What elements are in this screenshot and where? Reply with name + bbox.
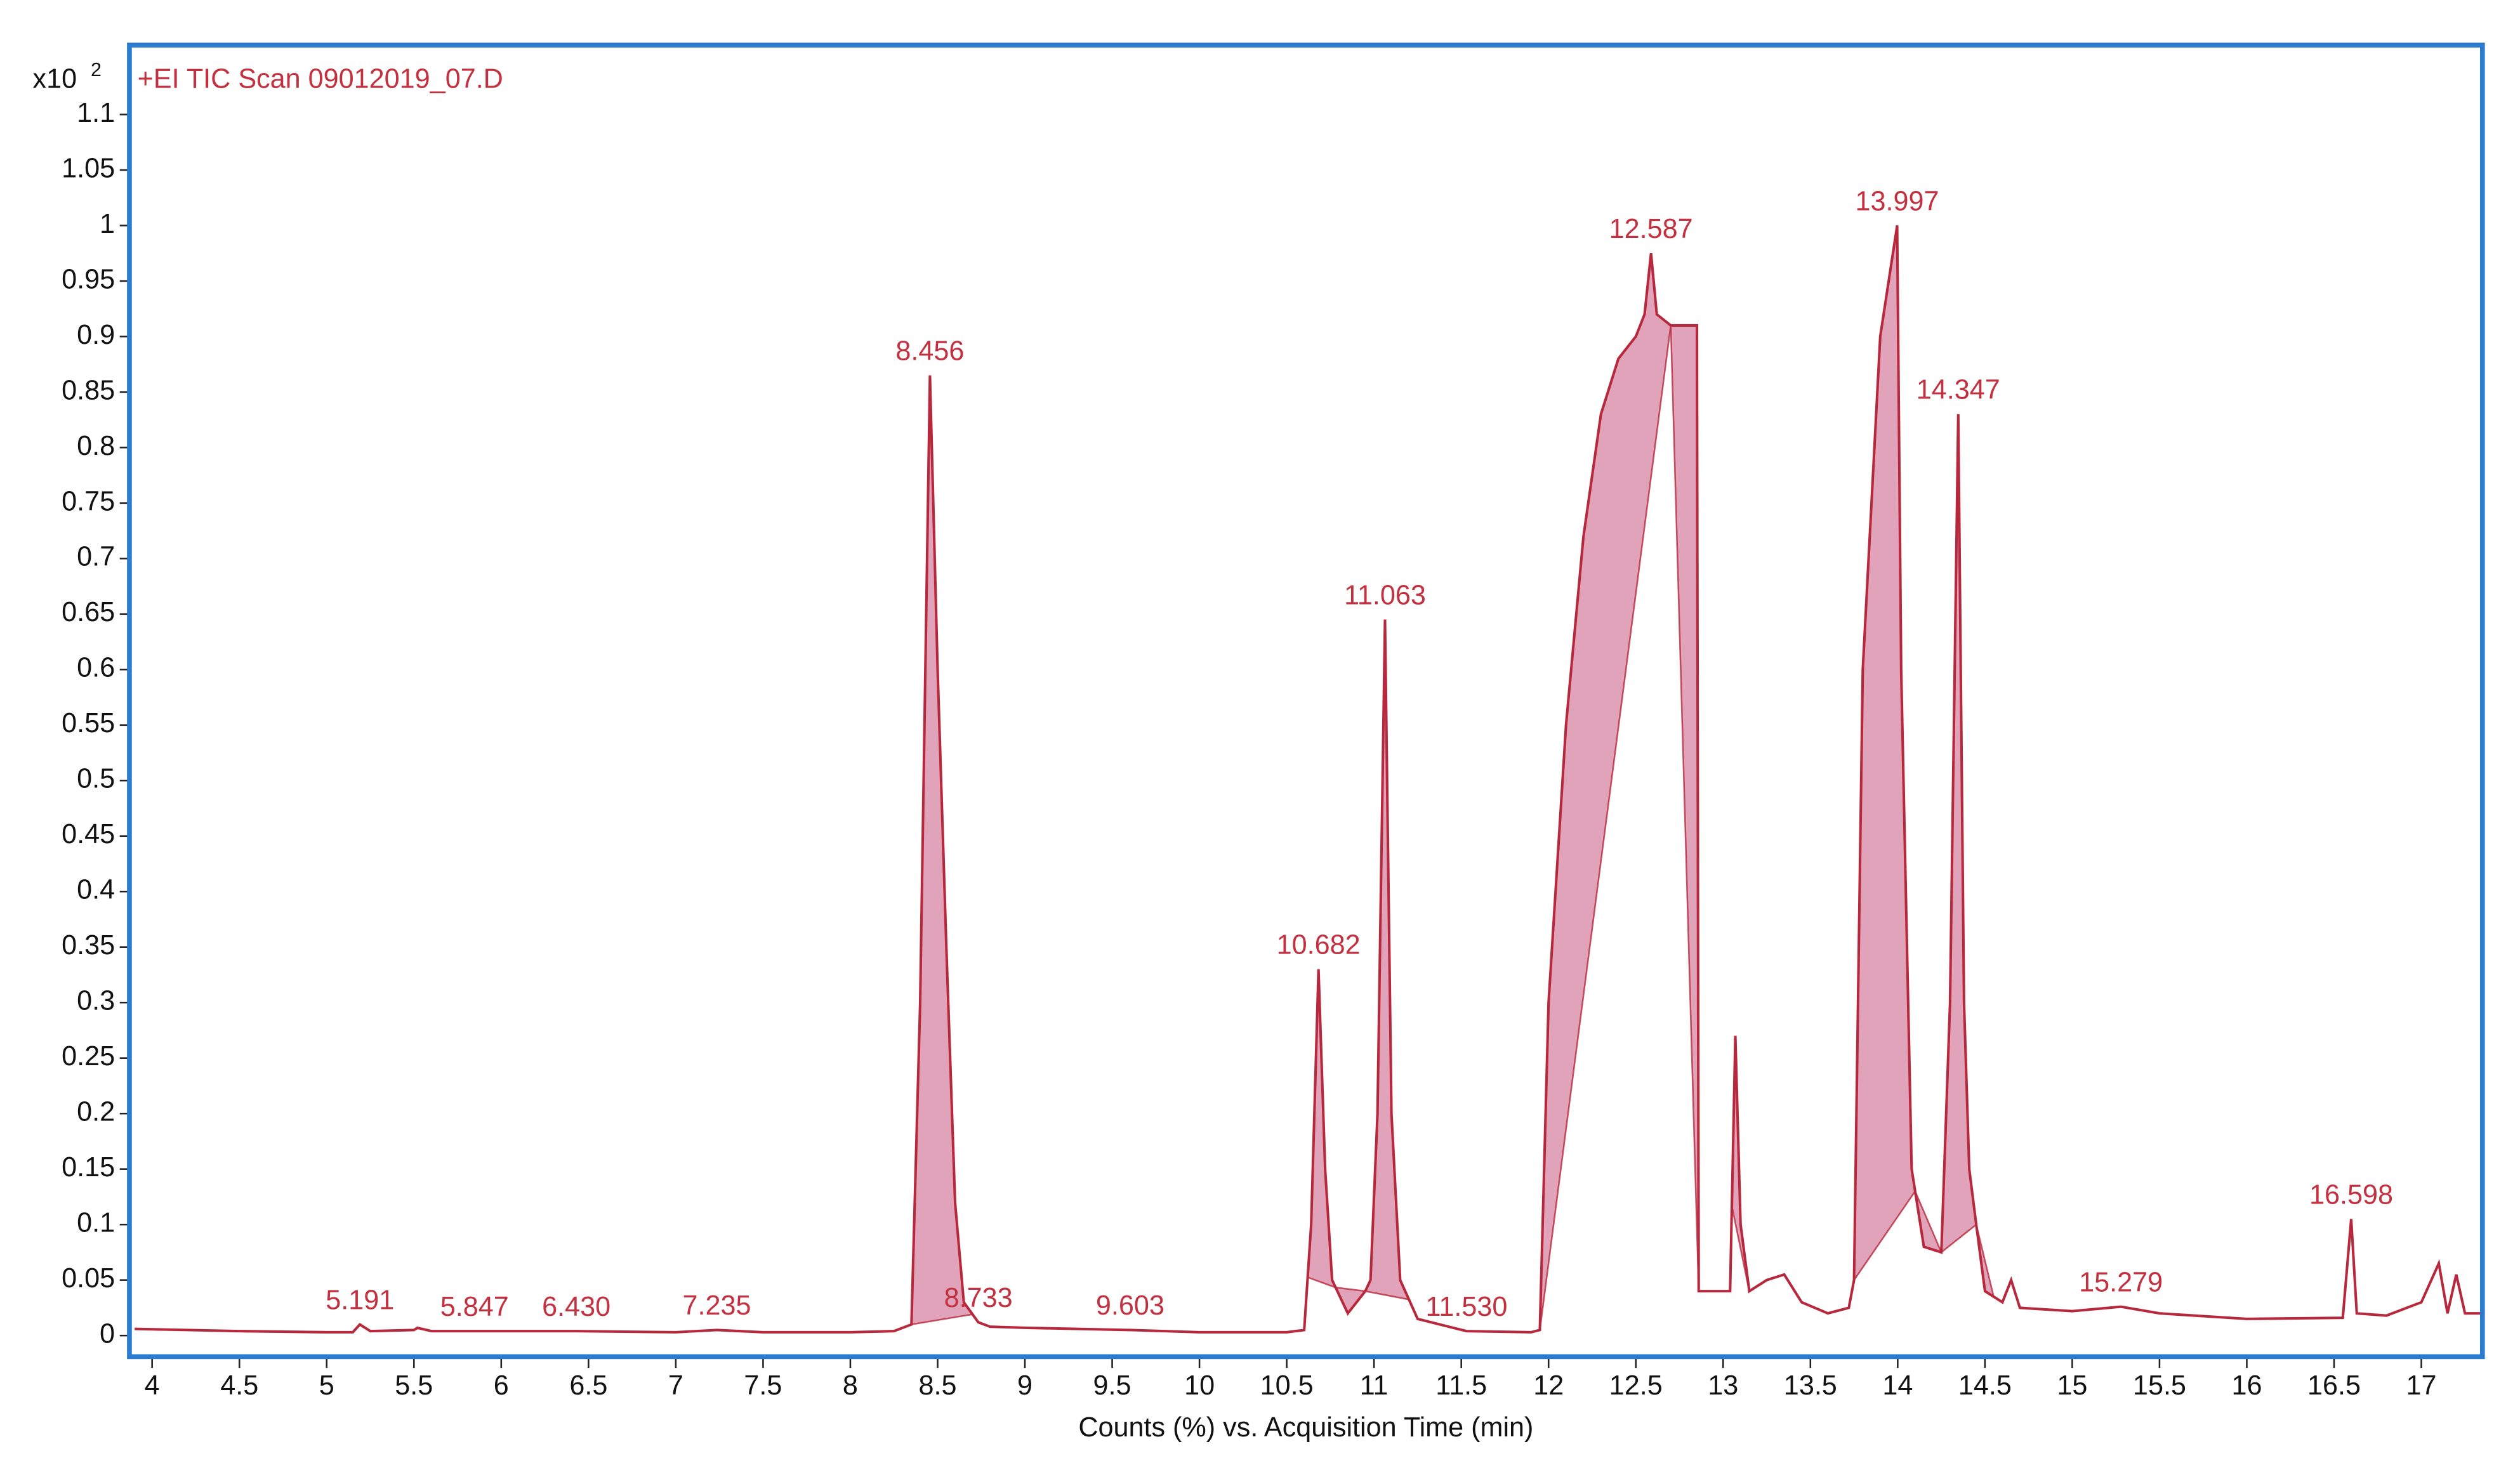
integrated-area	[1539, 253, 1672, 1330]
peak-label: 6.430	[542, 1292, 610, 1322]
peak-label: 5.847	[440, 1292, 509, 1322]
integrated-area	[1670, 324, 1700, 1292]
x-tick-label: 13.5	[1784, 1370, 1837, 1401]
y-tick-label: 0.5	[77, 764, 115, 794]
y-tick-label: 0.65	[62, 597, 115, 627]
y-tick-label: 0.15	[62, 1152, 115, 1183]
x-tick-label: 9	[1017, 1370, 1032, 1401]
x-axis-label: Counts (%) vs. Acquisition Time (min)	[1078, 1412, 1533, 1443]
x-tick-label: 5	[319, 1370, 334, 1401]
x-tick-label: 12	[1533, 1370, 1564, 1401]
y-tick-label: 0.2	[77, 1097, 115, 1127]
peak-label: 11.063	[1344, 580, 1426, 610]
x-tick-label: 6.5	[569, 1370, 607, 1401]
x-tick-label: 10.5	[1260, 1370, 1314, 1401]
y-tick-label: 0.4	[77, 875, 115, 905]
x-tick-label: 7	[668, 1370, 683, 1401]
y-exponent: 2	[91, 59, 102, 81]
x-tick-label: 4	[145, 1370, 160, 1401]
y-tick-label: 0.95	[62, 264, 115, 294]
x-tick-label: 11	[1360, 1370, 1389, 1401]
y-tick-label: 0	[100, 1319, 115, 1349]
x-tick-label: 8	[843, 1370, 858, 1401]
y-tick-label: 0.1	[77, 1208, 115, 1238]
y-tick-label: 0.9	[77, 320, 115, 350]
y-tick-label: 0.85	[62, 375, 115, 405]
x-tick-label: 14.5	[1958, 1370, 2012, 1401]
x-tick-label: 17	[2406, 1370, 2437, 1401]
y-tick-label: 0.3	[77, 986, 115, 1016]
peak-label: 16.598	[2309, 1179, 2393, 1210]
y-tick-label: 0.45	[62, 819, 115, 850]
x-tick-label: 12.5	[1609, 1370, 1663, 1401]
x-tick-label: 15.5	[2133, 1370, 2186, 1401]
peak-label: 8.456	[895, 336, 964, 366]
peak-label: 11.530	[1426, 1292, 1508, 1322]
y-tick-label: 1.05	[62, 153, 115, 183]
peak-label: 15.279	[2079, 1267, 2163, 1297]
integrated-area	[1307, 969, 1338, 1289]
x-tick-label: 8.5	[918, 1370, 956, 1401]
peak-label: 13.997	[1856, 186, 1939, 216]
y-tick-label: 0.8	[77, 431, 115, 461]
y-tick-label: 0.05	[62, 1263, 115, 1294]
x-tick-label: 11.5	[1435, 1370, 1487, 1401]
y-tick-label: 0.25	[62, 1041, 115, 1072]
y-tick-label: 0.7	[77, 542, 115, 572]
y-tick-label: 0.75	[62, 486, 115, 516]
x-tick-label: 4.5	[220, 1370, 258, 1401]
x-tick-label: 15	[2057, 1370, 2087, 1401]
peak-label: 7.235	[683, 1290, 751, 1321]
y-tick-label: 0.6	[77, 653, 115, 683]
x-tick-label: 5.5	[395, 1370, 433, 1401]
peak-label: 8.733	[944, 1283, 1013, 1313]
trace-line	[135, 225, 2483, 1334]
x-tick-label: 10	[1184, 1370, 1215, 1401]
x-tick-label: 14	[1882, 1370, 1913, 1401]
integrated-area	[1853, 225, 1916, 1283]
integrated-area	[910, 375, 974, 1326]
x-tick-label: 6	[494, 1370, 509, 1401]
peak-label: 5.191	[326, 1285, 394, 1315]
x-tick-label: 13	[1708, 1370, 1738, 1401]
x-tick-label: 7.5	[744, 1370, 782, 1401]
peak-label: 14.347	[1916, 375, 2000, 405]
y-tick-label: 0.35	[62, 930, 115, 961]
x-tick-label: 9.5	[1093, 1370, 1131, 1401]
y-multiplier: x10	[33, 63, 77, 94]
y-tick-label: 1	[100, 209, 115, 239]
x-tick-label: 16	[2231, 1370, 2262, 1401]
peak-label: 10.682	[1277, 930, 1361, 961]
y-tick-label: 1.1	[77, 98, 115, 128]
plot-frame	[127, 43, 2485, 1360]
chart-title: +EI TIC Scan 09012019_07.D	[138, 63, 503, 94]
peak-label: 9.603	[1096, 1290, 1164, 1321]
x-tick-label: 16.5	[2307, 1370, 2361, 1401]
peak-label: 12.587	[1609, 214, 1693, 244]
y-tick-label: 0.55	[62, 708, 115, 738]
